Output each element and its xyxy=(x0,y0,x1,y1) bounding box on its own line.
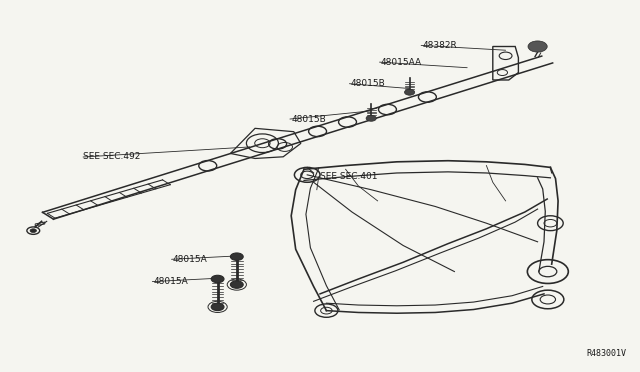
Text: 48015A: 48015A xyxy=(173,255,207,264)
Circle shape xyxy=(230,253,243,260)
Circle shape xyxy=(211,275,224,283)
Circle shape xyxy=(366,115,376,121)
Text: R483001V: R483001V xyxy=(586,349,626,358)
Text: 48015B: 48015B xyxy=(291,115,326,124)
Circle shape xyxy=(30,229,36,232)
Text: SEE SEC.401: SEE SEC.401 xyxy=(320,172,378,181)
Text: 48015A: 48015A xyxy=(154,277,188,286)
Circle shape xyxy=(404,89,415,95)
Circle shape xyxy=(211,303,224,311)
Circle shape xyxy=(528,41,547,52)
Text: SEE SEC.492: SEE SEC.492 xyxy=(83,153,141,161)
Text: 48015B: 48015B xyxy=(351,79,385,88)
Circle shape xyxy=(230,281,243,288)
Text: 48382R: 48382R xyxy=(422,41,457,50)
Text: 48015AA: 48015AA xyxy=(381,58,422,67)
